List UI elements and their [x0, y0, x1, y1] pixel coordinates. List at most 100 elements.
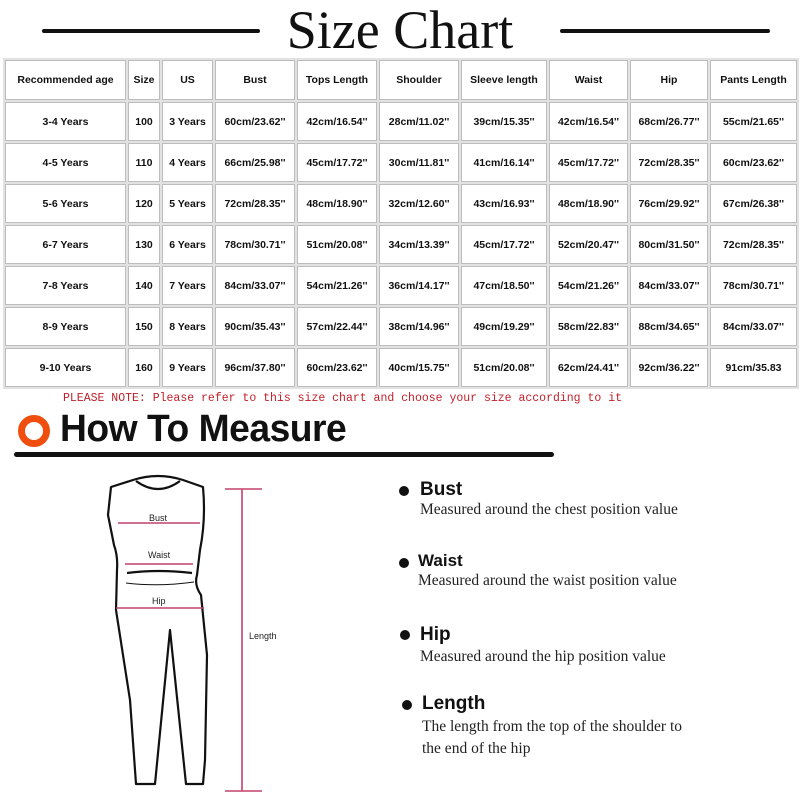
bullet-icon: [399, 486, 409, 496]
table-cell: 42cm/16.54'': [549, 102, 628, 141]
neckline: [135, 480, 181, 491]
table-cell: 49cm/19.29'': [461, 307, 547, 346]
table-cell: 6 Years: [162, 225, 213, 264]
table-cell: 8-9 Years: [5, 307, 126, 346]
table-cell: 120: [128, 184, 160, 223]
table-cell: 72cm/28.35'': [710, 225, 797, 264]
table-cell: 72cm/28.35'': [215, 184, 295, 223]
table-cell: 60cm/23.62'': [710, 143, 797, 182]
table-cell: 60cm/23.62'': [215, 102, 295, 141]
table-cell: 4-5 Years: [5, 143, 126, 182]
table-cell: 48cm/18.90'': [549, 184, 628, 223]
table-cell: 36cm/14.17'': [379, 266, 459, 305]
table-cell: 45cm/17.72'': [297, 143, 377, 182]
outfit-outline: [106, 474, 209, 786]
measure-item-label: Length: [422, 693, 486, 714]
table-cell: 60cm/23.62'': [297, 348, 377, 387]
waistband-bottom: [125, 581, 195, 586]
table-cell: 92cm/36.22'': [630, 348, 708, 387]
table-cell: 6-7 Years: [5, 225, 126, 264]
table-cell: 140: [128, 266, 160, 305]
table-row: 9-10 Years 160 9 Years 96cm/37.80'' 60cm/23.…: [5, 348, 797, 387]
column-header: Pants Length: [710, 60, 797, 100]
table-cell: 88cm/34.65'': [630, 307, 708, 346]
table-cell: 62cm/24.41'': [549, 348, 628, 387]
table-header-row: Recommended age Size US Bust Tops Length Shou…: [5, 60, 797, 100]
table-cell: 41cm/16.14'': [461, 143, 547, 182]
waistband-top: [126, 569, 193, 575]
measure-item-desc: Measured around the hip position value: [420, 648, 666, 665]
table-cell: 7 Years: [162, 266, 213, 305]
title-rule-right: [560, 29, 770, 33]
table-cell: 45cm/17.72'': [549, 143, 628, 182]
figure-label-hip: Hip: [152, 596, 166, 606]
column-header: Tops Length: [297, 60, 377, 100]
table-cell: 51cm/20.08'': [297, 225, 377, 264]
table-cell: 28cm/11.02'': [379, 102, 459, 141]
table-cell: 4 Years: [162, 143, 213, 182]
bullet-icon: [399, 558, 409, 568]
table-cell: 52cm/20.47'': [549, 225, 628, 264]
table-cell: 72cm/28.35'': [630, 143, 708, 182]
table-cell: 34cm/13.39'': [379, 225, 459, 264]
table-cell: 96cm/37.80'': [215, 348, 295, 387]
table-cell: 130: [128, 225, 160, 264]
table-cell: 66cm/25.98'': [215, 143, 295, 182]
table-cell: 54cm/21.26'': [297, 266, 377, 305]
column-header: Shoulder: [379, 60, 459, 100]
orange-ring-icon: [18, 415, 50, 447]
table-cell: 38cm/14.96'': [379, 307, 459, 346]
table-row: 5-6 Years 120 5 Years 72cm/28.35'' 48cm/18.9…: [5, 184, 797, 223]
table-cell: 76cm/29.92'': [630, 184, 708, 223]
outfit-body-outline: [106, 474, 209, 786]
measure-item-label: Waist: [418, 551, 463, 570]
size-table: Recommended age Size US Bust Tops Length Shou…: [3, 58, 799, 389]
table-cell: 78cm/30.71'': [710, 266, 797, 305]
title-rule-left: [42, 29, 260, 33]
table-cell: 3 Years: [162, 102, 213, 141]
body-measurement-figure: Bust Waist Hip Length: [106, 474, 277, 792]
table-cell: 80cm/31.50'': [630, 225, 708, 264]
column-header: Recommended age: [5, 60, 126, 100]
table-cell: 8 Years: [162, 307, 213, 346]
table-cell: 84cm/33.07'': [710, 307, 797, 346]
table-cell: 78cm/30.71'': [215, 225, 295, 264]
table-cell: 84cm/33.07'': [630, 266, 708, 305]
table-cell: 90cm/35.43'': [215, 307, 295, 346]
column-header: Sleeve length: [461, 60, 547, 100]
bullet-icon: [400, 630, 410, 640]
measure-item-label: Hip: [420, 624, 451, 645]
figure-label-waist: Waist: [148, 550, 171, 560]
bullet-icon: [402, 700, 412, 710]
table-cell: 51cm/20.08'': [461, 348, 547, 387]
figure-label-bust: Bust: [149, 513, 168, 523]
table-row: 8-9 Years 150 8 Years 90cm/35.43'' 57cm/22.4…: [5, 307, 797, 346]
table-row: 4-5 Years 110 4 Years 66cm/25.98'' 45cm/17.7…: [5, 143, 797, 182]
table-cell: 32cm/12.60'': [379, 184, 459, 223]
measure-item-desc: Measured around the waist position value: [418, 572, 677, 589]
table-cell: 91cm/35.83: [710, 348, 797, 387]
table-cell: 55cm/21.65'': [710, 102, 797, 141]
how-to-measure-heading: How To Measure: [60, 408, 347, 450]
column-header: Bust: [215, 60, 295, 100]
page-title: Size Chart: [286, 0, 514, 60]
measure-item-label: Bust: [420, 479, 463, 500]
table-cell: 54cm/21.26'': [549, 266, 628, 305]
table-cell: 3-4 Years: [5, 102, 126, 141]
measure-item-desc: The length from the top of the shoulder …: [422, 718, 682, 735]
measure-item-desc: Measured around the chest position value: [420, 501, 678, 518]
table-cell: 45cm/17.72'': [461, 225, 547, 264]
table-cell: 57cm/22.44'': [297, 307, 377, 346]
column-header: Hip: [630, 60, 708, 100]
table-cell: 42cm/16.54'': [297, 102, 377, 141]
column-header: US: [162, 60, 213, 100]
heading-underline: [14, 452, 554, 457]
table-cell: 5 Years: [162, 184, 213, 223]
table-cell: 47cm/18.50'': [461, 266, 547, 305]
table-cell: 100: [128, 102, 160, 141]
table-row: 7-8 Years 140 7 Years 84cm/33.07'' 54cm/21.2…: [5, 266, 797, 305]
table-cell: 9-10 Years: [5, 348, 126, 387]
table-cell: 43cm/16.93'': [461, 184, 547, 223]
table-row: 3-4 Years 100 3 Years 60cm/23.62'' 42cm/16.5…: [5, 102, 797, 141]
table-cell: 67cm/26.38'': [710, 184, 797, 223]
